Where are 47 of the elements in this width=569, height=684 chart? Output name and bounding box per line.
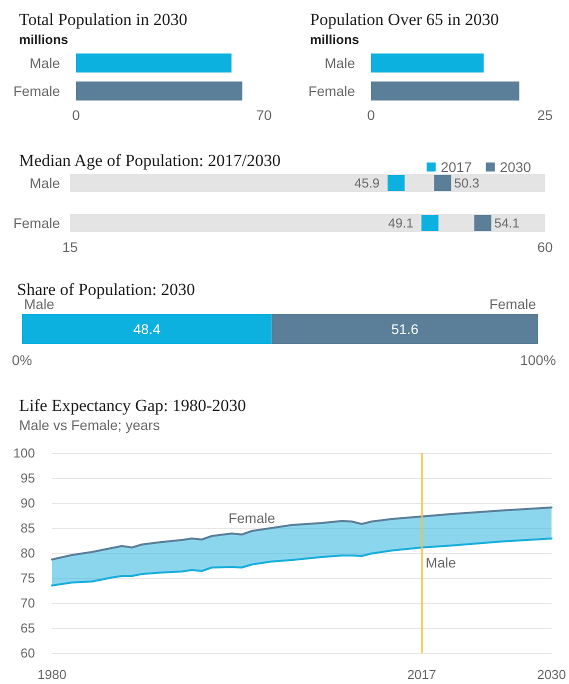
- x-tick-label: 2030: [537, 667, 566, 682]
- series-label: Female: [489, 296, 536, 312]
- y-tick-label: Female: [13, 215, 60, 231]
- x-tick-label: 70: [256, 107, 272, 123]
- chart-title: Share of Population: 2030: [17, 280, 196, 299]
- data-label: 51.6: [391, 321, 419, 337]
- point: [434, 175, 452, 191]
- y-tick-label: 65: [20, 620, 35, 636]
- chart-title: Median Age of Population: 2017/2030: [19, 151, 281, 170]
- y-tick-label: 80: [20, 546, 35, 560]
- chart-subtitle: Male vs Female; years: [19, 417, 160, 433]
- chart-subtitle: millions: [310, 32, 360, 47]
- y-tick-label: 60: [20, 646, 35, 660]
- x-tick-label: 2017: [407, 667, 436, 682]
- legend-label: 2017: [440, 159, 472, 175]
- y-tick-label: 70: [20, 596, 35, 610]
- x-tick-label: 0: [367, 107, 376, 123]
- x-tick-label: 1980: [38, 667, 66, 682]
- y-tick-label: 75: [20, 570, 35, 586]
- series-label: Female: [228, 510, 276, 526]
- line-series: [51, 538, 553, 586]
- data-label: 45.9: [354, 176, 380, 190]
- x-tick-label: 25: [537, 107, 553, 123]
- x-tick-label: 0: [72, 107, 80, 123]
- data-label: 50.3: [454, 176, 480, 190]
- series-label: Male: [426, 554, 456, 570]
- point: [474, 215, 492, 231]
- data-label: 48.4: [133, 321, 161, 337]
- y-tick-label: 100: [13, 446, 35, 460]
- y-tick-label: Female: [13, 83, 60, 99]
- chart-title: Life Expectancy Gap: 1980-2030: [19, 396, 246, 415]
- x-tick-label: 0%: [12, 352, 32, 368]
- y-tick-label: 85: [20, 520, 35, 536]
- chart-subtitle: millions: [19, 32, 68, 47]
- data-label: 49.1: [388, 216, 414, 230]
- data-label: 54.1: [494, 216, 520, 230]
- x-tick-label: 100%: [520, 352, 556, 368]
- x-tick-label: 15: [62, 239, 78, 255]
- y-tick-label: 90: [20, 496, 35, 510]
- legend-label: 2030: [500, 159, 532, 175]
- y-tick-label: 95: [20, 470, 35, 486]
- point: [388, 175, 405, 191]
- chart-title: Population Over 65 in 2030: [310, 10, 499, 29]
- y-tick-label: Male: [30, 55, 60, 71]
- chart-title: Total Population in 2030: [19, 10, 188, 29]
- y-tick-label: Male: [30, 175, 60, 191]
- point: [421, 215, 438, 231]
